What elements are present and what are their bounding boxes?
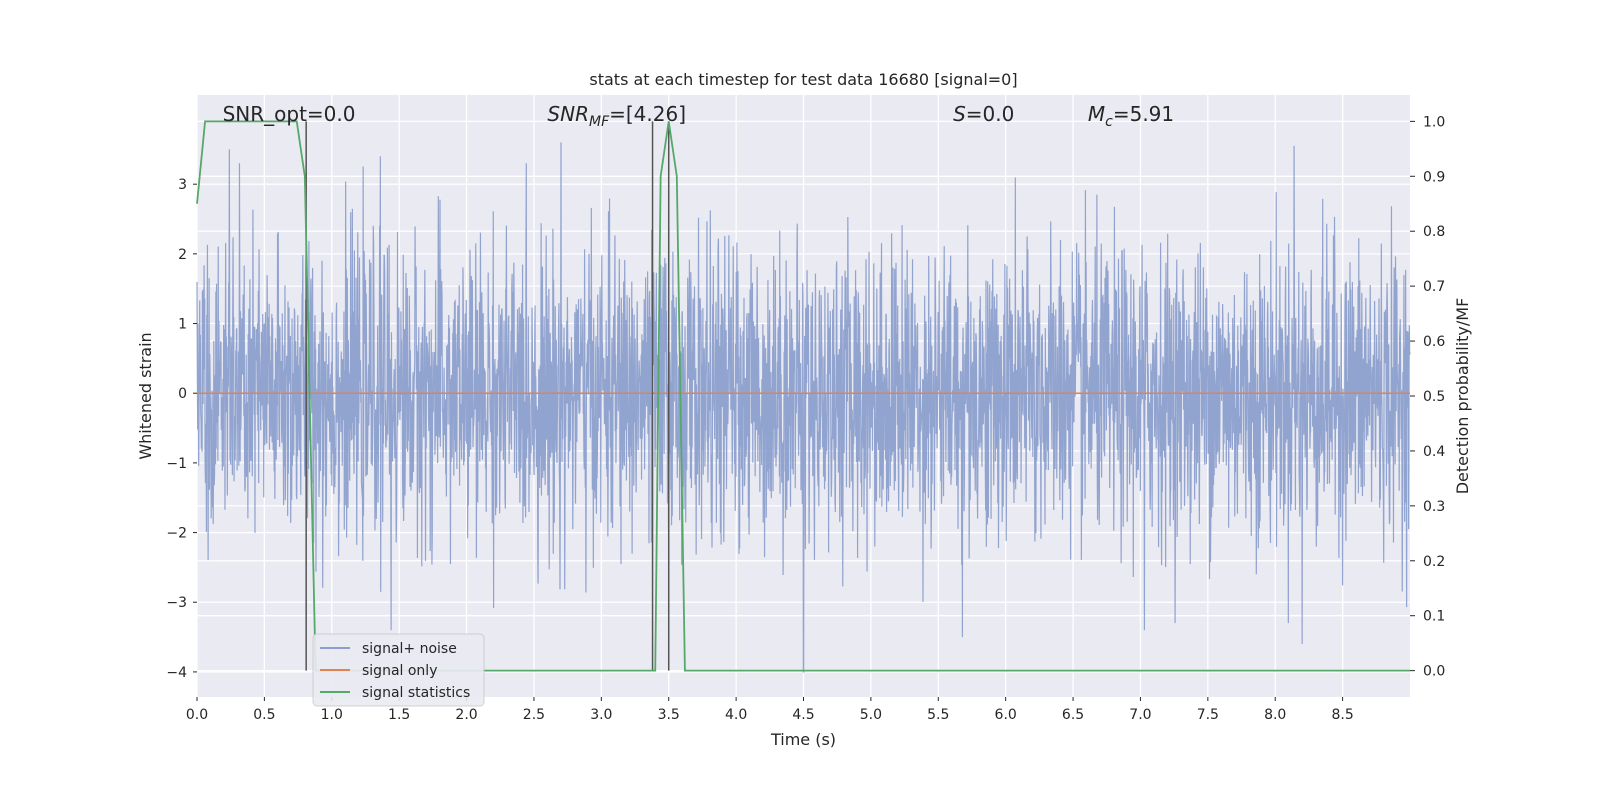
x-tick-label-11: 5.5 (927, 707, 949, 723)
annotation-1: SNRMF=[4.26] (547, 102, 686, 130)
legend-entry-0: signal+ noise (362, 641, 457, 657)
y2-tick-label-7: 0.7 (1423, 279, 1445, 295)
y2-tick-label-0: 0.0 (1423, 664, 1445, 680)
y2-tick-label-2: 0.2 (1423, 554, 1445, 570)
x-tick-label-9: 4.5 (792, 707, 814, 723)
y-tick-label-2: −2 (166, 526, 187, 542)
legend-entry-1: signal only (362, 663, 437, 679)
legend: signal+ noise signal only signal statistic… (312, 633, 485, 707)
y2-axis-label: Detection probability/MF (1453, 298, 1472, 495)
y-tick-label-5: 1 (178, 317, 187, 333)
signal-plus-noise-line (196, 142, 1411, 673)
x-tick-label-1: 0.5 (253, 707, 275, 723)
signal-statistics-line (196, 120, 1410, 672)
y-tick-label-3: −1 (166, 456, 187, 472)
annotation-3-main: M (1088, 102, 1105, 126)
y2-tick-label-1: 0.1 (1423, 609, 1445, 625)
y-tick-label-6: 2 (178, 247, 187, 263)
x-tick-label-10: 5.0 (860, 707, 882, 723)
legend-box (312, 633, 485, 707)
x-tick-label-15: 7.5 (1197, 707, 1219, 723)
annotation-2: S=0.0 (953, 102, 1014, 126)
annotation-3-sub: c (1105, 114, 1113, 130)
y-tick-label-0: −4 (166, 665, 187, 681)
x-tick-label-0: 0.0 (186, 707, 208, 723)
x-axis-ticks: 0.0 0.5 1.0 1.5 2.0 2.5 3.0 3.5 4.0 4.5 5.0 5.5 6.0 6… (186, 697, 1354, 723)
annotation-0: SNR_opt=0.0 (223, 102, 356, 126)
y-axis-ticks: −4 −3 −2 −1 0 1 2 3 (166, 177, 197, 681)
x-tick-label-2: 1.0 (321, 707, 343, 723)
legend-entry-2: signal statistics (362, 685, 470, 701)
y2-tick-label-8: 0.8 (1423, 224, 1445, 240)
x-tick-label-8: 4.0 (725, 707, 747, 723)
y2-axis-ticks: 0.0 0.1 0.2 0.3 0.4 0.5 0.6 0.7 0.8 0.9 1.0 (1410, 114, 1445, 680)
x-tick-label-17: 8.5 (1331, 707, 1353, 723)
annotation-1-main: SNR (547, 102, 589, 126)
y2-tick-label-10: 1.0 (1423, 114, 1445, 130)
y2-tick-label-9: 0.9 (1423, 169, 1445, 185)
x-tick-label-16: 8.0 (1264, 707, 1286, 723)
x-tick-label-13: 6.5 (1062, 707, 1084, 723)
y-tick-label-1: −3 (166, 595, 187, 611)
y-tick-label-4: 0 (178, 386, 187, 402)
chart-title: stats at each timestep for test data 166… (589, 70, 1017, 89)
x-tick-label-14: 7.0 (1129, 707, 1151, 723)
y2-tick-label-5: 0.5 (1423, 389, 1445, 405)
x-tick-label-4: 2.0 (455, 707, 477, 723)
x-tick-label-5: 2.5 (523, 707, 545, 723)
x-tick-label-3: 1.5 (388, 707, 410, 723)
x-axis-label: Time (s) (770, 730, 836, 749)
x-tick-label-7: 3.5 (658, 707, 680, 723)
annotations: SNR_opt=0.0 SNRMF=[4.26] S=0.0 Mc=5.91 (223, 102, 1175, 130)
y2-tick-label-4: 0.4 (1423, 444, 1445, 460)
annotation-3-value: =5.91 (1113, 102, 1174, 126)
y2-tick-label-3: 0.3 (1423, 499, 1445, 515)
x-tick-label-6: 3.0 (590, 707, 612, 723)
y-axis-label: Whitened strain (136, 332, 155, 459)
x-tick-label-12: 6.0 (995, 707, 1017, 723)
annotation-2-main: S (953, 102, 966, 126)
series-signal-statistics (196, 120, 1410, 672)
annotation-1-value: =[4.26] (609, 102, 686, 126)
annotation-3: Mc=5.91 (1088, 102, 1174, 130)
y2-tick-label-6: 0.6 (1423, 334, 1445, 350)
annotation-2-value: =0.0 (966, 102, 1015, 126)
y-tick-label-7: 3 (178, 177, 187, 193)
annotation-1-sub: MF (589, 114, 610, 130)
series-signal-plus-noise (196, 142, 1411, 673)
